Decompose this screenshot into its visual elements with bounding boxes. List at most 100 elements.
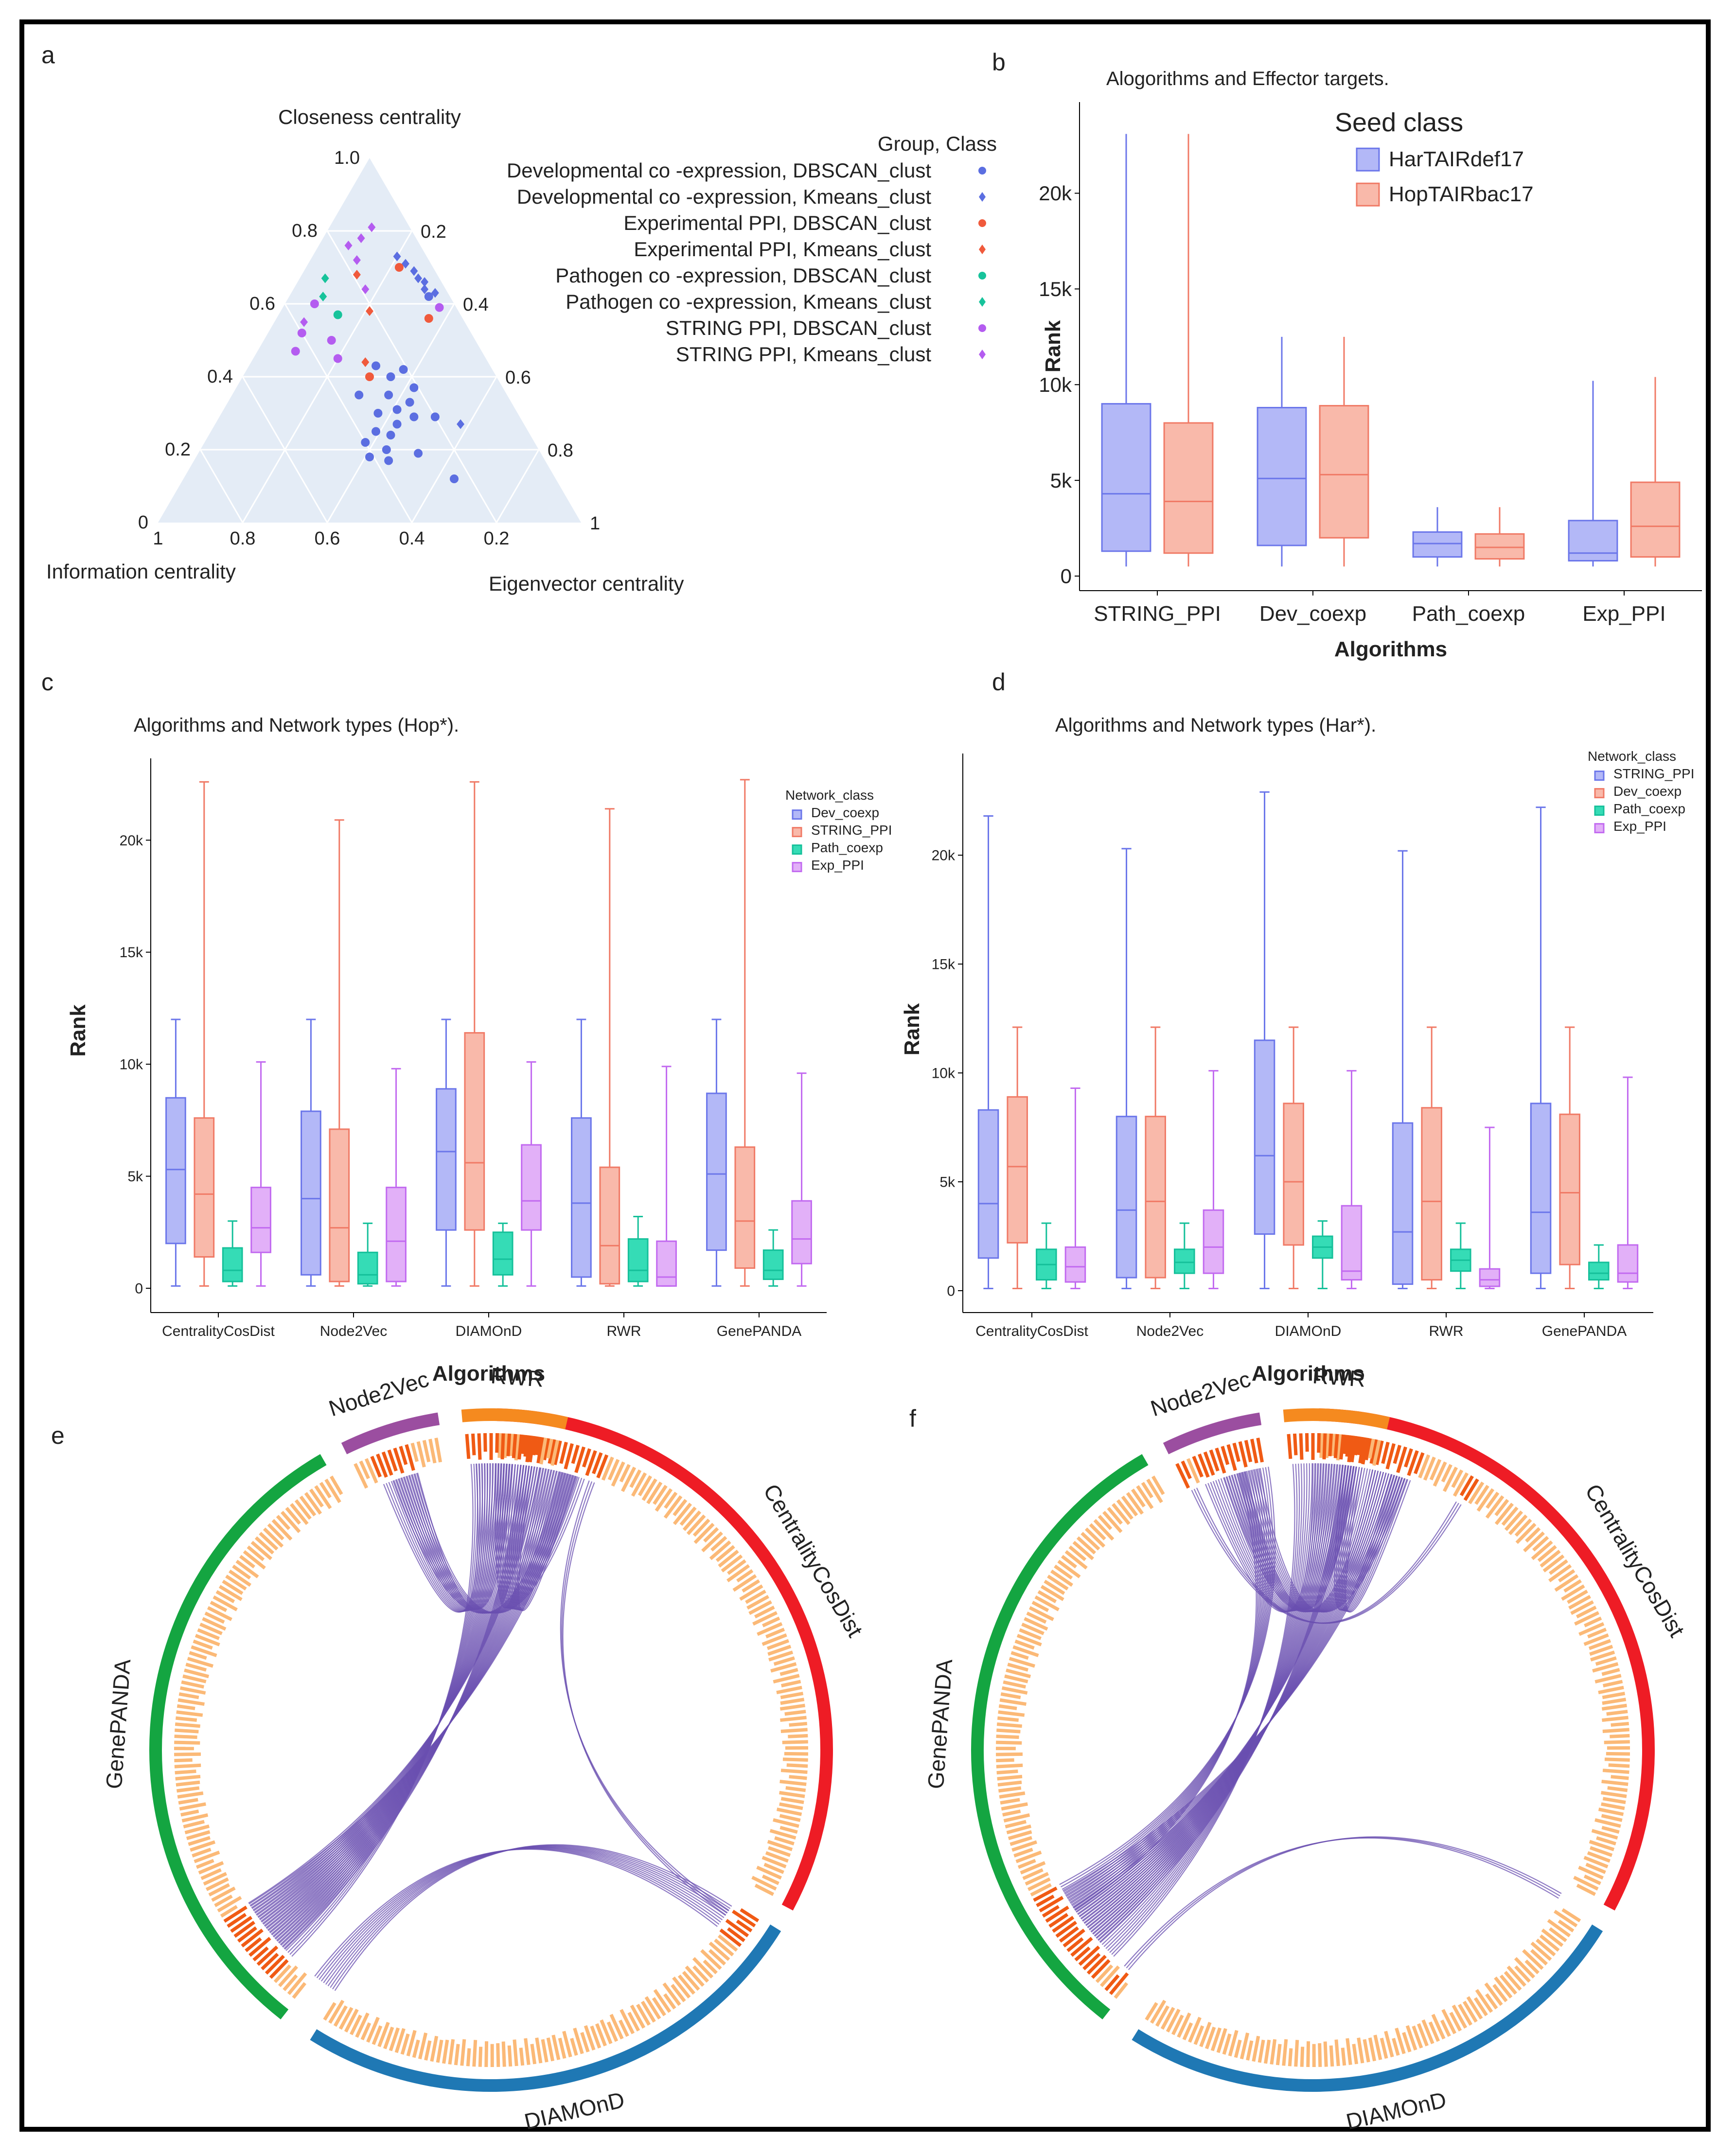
chord-tick [1186,1458,1200,1484]
chord-tick [1014,1639,1035,1650]
chord-tick [309,1488,324,1507]
x-tick-label: Exp_PPI [1582,602,1665,626]
chord-tick [996,1728,1021,1734]
chord-tick [1357,1437,1363,1455]
chord-segment-label: RWR [490,1363,544,1391]
chord-tick [1549,1927,1567,1943]
chord-tick [580,2032,590,2052]
chord-tick [701,1531,723,1553]
chord-tick [535,1437,542,1455]
legend-item-label: STRING_PPI [1613,766,1694,781]
chord-tick [1530,1941,1552,1961]
chord-tick [1151,1475,1165,1495]
chord-tick [1059,1926,1079,1943]
chord-tick [546,2037,555,2062]
chord-tick [1547,1919,1571,1938]
chord-tick [653,1485,668,1505]
chord-tick [338,2007,354,2030]
chord-tick [199,1622,223,1635]
chord-segment-label: DIAMOnD [522,2087,627,2135]
chord-tick [1221,1446,1230,1465]
chord-tick [1539,1934,1560,1952]
chord-tick [383,2026,394,2050]
chord-tick [412,2039,420,2058]
chord-tick [786,1763,808,1768]
chord-tick [1594,1818,1621,1828]
chord-tick [372,2025,383,2045]
box-body [222,1247,243,1282]
chord-tick [377,2021,390,2048]
chord-tick [323,2002,336,2021]
chord-tick [1601,1780,1629,1786]
ternary-background [158,158,581,523]
box-body [1007,1096,1028,1244]
chord-tick [1182,2022,1193,2041]
chord-tick [428,1438,437,1464]
chord-tick [761,1856,787,1869]
chord-tick [1009,1836,1032,1846]
right-edge-tick-label: 0.8 [548,440,573,461]
chord-tick [1494,1976,1513,1999]
chord-tick [789,1775,807,1780]
chord-tick [1294,2040,1299,2067]
chord-tick [180,1809,199,1817]
chord-tick [1054,1564,1073,1580]
chord-tick [185,1663,207,1672]
chord-tick [1405,2025,1417,2051]
chord-tick [181,1813,209,1823]
boxplot-har-panel: 0 5k 10k 15k 20k CentralityCosDist Node2Vec DIA… [900,715,1694,1385]
chord-tick [1256,1437,1264,1463]
chord-tick [1002,1809,1021,1817]
chord-tick [256,1946,279,1966]
chord-tick [1346,2038,1352,2065]
chord-tick [1361,1437,1369,1465]
chord-tick [198,1861,224,1875]
chord-tick [222,1579,244,1595]
chord-tick [1494,1499,1509,1517]
chord-tick [194,1850,220,1863]
chord-tick [1584,1616,1602,1628]
chord-tick [501,2041,506,2067]
ternary-plot-panel: 1.0 0.8 0.6 0.4 0.2 0 0.2 0.4 0.6 0.8 1 1 0.8 0.6 0.4 0… [46,105,997,595]
chord-tick [1458,2003,1473,2026]
chord-tick [1066,1937,1084,1952]
x-axis-label: Algorithms [1252,1362,1364,1385]
chord-tick [677,1974,696,1995]
chord-tick [1380,2037,1388,2059]
chord-tick [1216,2028,1227,2053]
chord-tick [181,1680,205,1689]
box-body [1145,1116,1166,1279]
chord-tick [996,1769,1018,1775]
chord-tick [1339,1434,1345,1460]
chord-tick [997,1716,1019,1722]
chord-tick [1008,1830,1032,1840]
chord-tick [662,1982,681,2006]
chord-tick [430,2035,439,2062]
chord-tick [776,1807,802,1816]
chord-tick [1531,1540,1553,1560]
chord-tick [434,1437,443,1463]
chord-tick [1102,1510,1123,1533]
chord-tick [186,1830,211,1840]
chord-tick [1020,1861,1046,1875]
chord-tick [1428,2021,1440,2042]
box-body [1101,403,1151,552]
chord-tick [1061,1555,1077,1569]
box-body [250,1187,271,1253]
right-edge-tick-label: 0.4 [463,295,489,315]
chord-tick [763,1862,784,1874]
chord-tick [541,2039,549,2063]
chord-tick [773,1818,799,1828]
chord-tick [252,1946,269,1962]
data-point [405,398,414,407]
chord-tick [1099,1965,1120,1987]
legend-swatch [1594,806,1605,816]
chord-tick [1468,1481,1485,1505]
chord-tick [564,1443,574,1470]
y-tick-label: 5k [1050,469,1072,492]
chord-tick [558,2037,567,2059]
chord-tick [1578,1865,1604,1880]
chord-tick [779,1814,801,1822]
chord-segment-label: GenePANDA [923,1658,957,1790]
x-tick-label: GenePANDA [717,1323,802,1339]
